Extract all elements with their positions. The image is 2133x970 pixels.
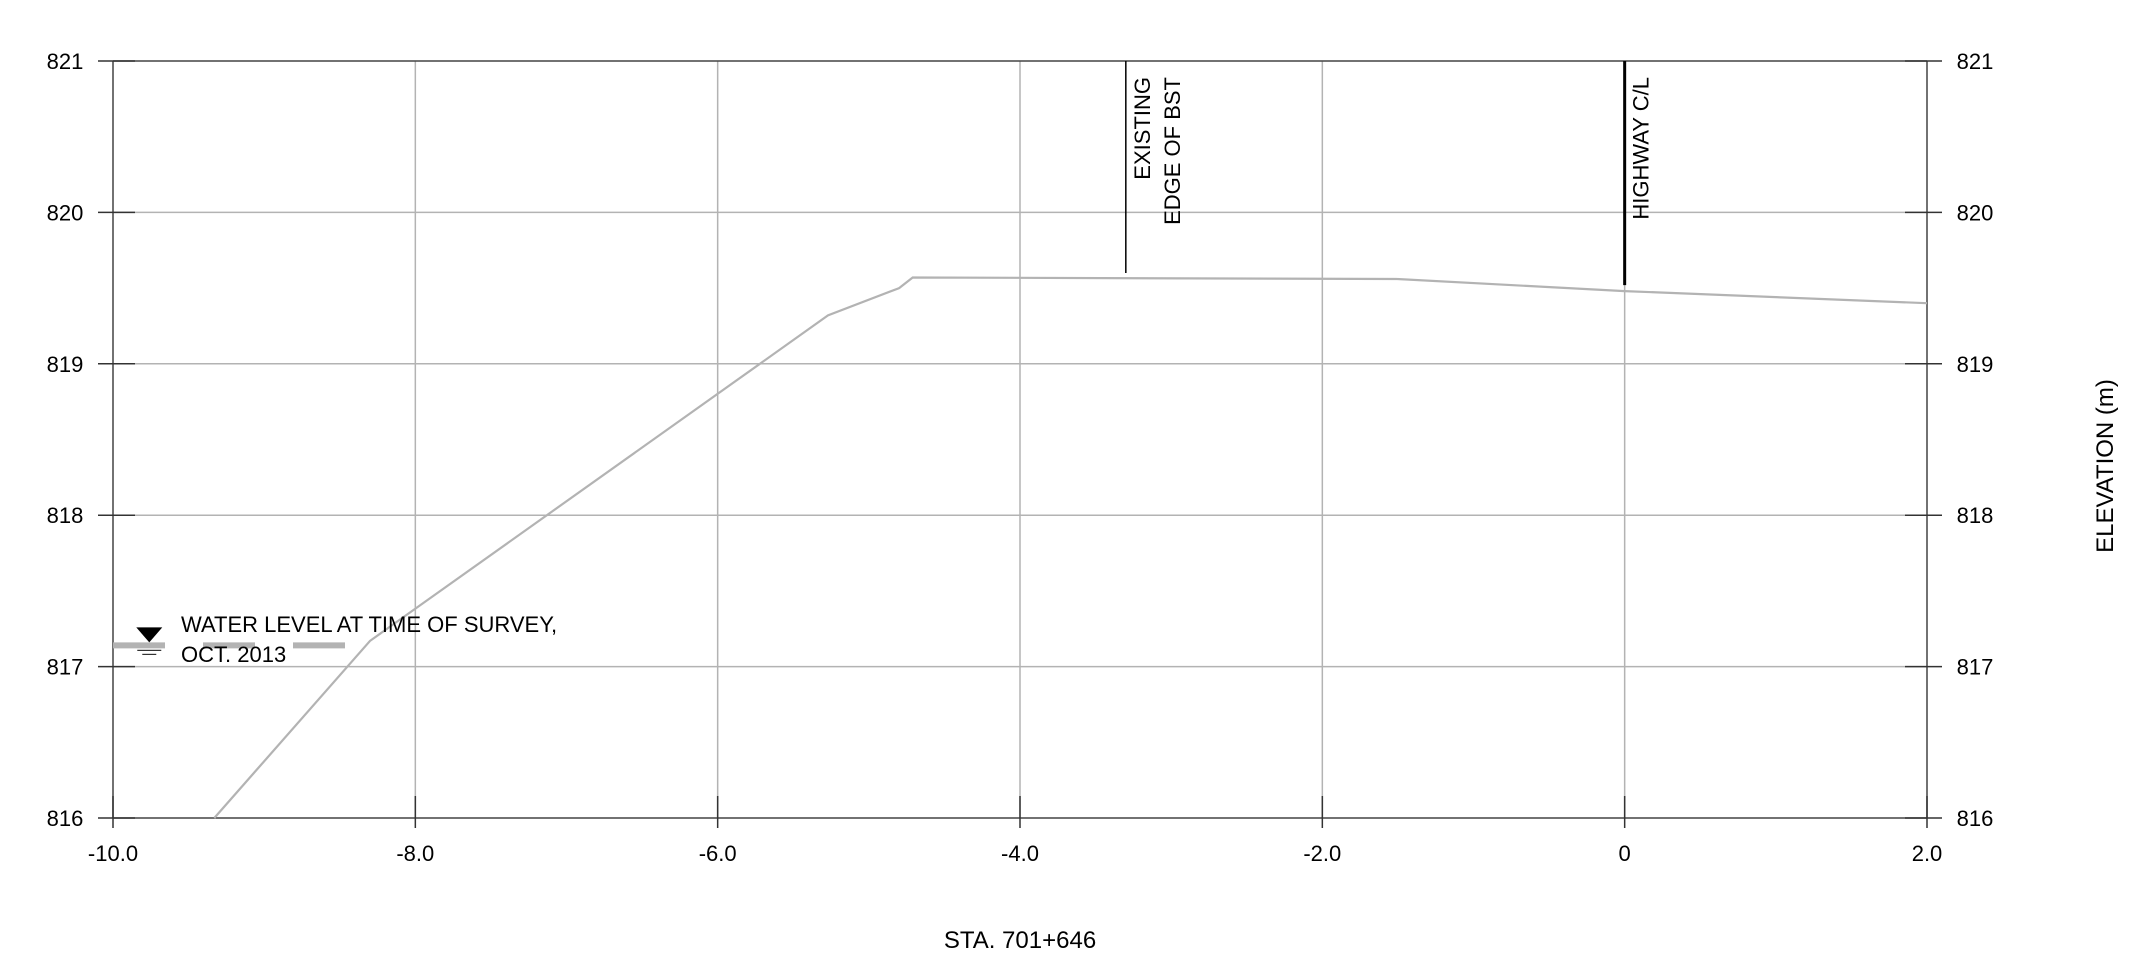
grid-lines bbox=[113, 61, 1927, 818]
y-tick-label-right: 816 bbox=[1957, 806, 1994, 831]
x-tick-label: -4.0 bbox=[1001, 841, 1039, 866]
annotations: WATER LEVEL AT TIME OF SURVEY, OCT. 2013 E… bbox=[181, 77, 1654, 667]
x-tick-label: -2.0 bbox=[1303, 841, 1341, 866]
y-tick-label-left: 818 bbox=[47, 503, 84, 528]
y-tick-label-left: 820 bbox=[47, 200, 84, 225]
x-axis-label: STA. 701+646 bbox=[944, 927, 1096, 954]
x-tick-label: 0 bbox=[1619, 841, 1631, 866]
y-tick-label-left: 819 bbox=[47, 352, 84, 377]
annotation-bst: EXISTING bbox=[1130, 77, 1155, 180]
series-line bbox=[213, 276, 1928, 819]
x-tick-label: -10.0 bbox=[88, 841, 138, 866]
water-level bbox=[113, 627, 370, 656]
y-tick-label-left: 821 bbox=[47, 49, 84, 74]
y-axis-label: ELEVATION (m) bbox=[2092, 379, 2119, 553]
y-tick-label-right: 821 bbox=[1957, 49, 1994, 74]
y-tick-label-right: 820 bbox=[1957, 200, 1994, 225]
tick-labels: 816 816 817 817 818 818 819 819 820 820 821 821 -10.… bbox=[47, 49, 1994, 866]
ground-profile bbox=[213, 276, 1928, 819]
annotation-bst: EDGE OF BST bbox=[1160, 77, 1185, 225]
station-markers bbox=[1125, 61, 1627, 286]
triangle-down-icon bbox=[136, 627, 163, 643]
y-tick-label-left: 816 bbox=[47, 806, 84, 831]
annotation-water-level: WATER LEVEL AT TIME OF SURVEY, bbox=[181, 612, 557, 637]
annotation-water-level: OCT. 2013 bbox=[181, 642, 286, 667]
axis-ticks bbox=[98, 60, 1942, 828]
x-tick-label: 2.0 bbox=[1912, 841, 1943, 866]
y-tick-label-left: 817 bbox=[47, 655, 84, 680]
y-tick-label-right: 817 bbox=[1957, 655, 1994, 680]
x-tick-label: -8.0 bbox=[396, 841, 434, 866]
y-tick-label-right: 819 bbox=[1957, 352, 1994, 377]
y-tick-label-right: 818 bbox=[1957, 503, 1994, 528]
x-tick-label: -6.0 bbox=[699, 841, 737, 866]
annotation-cl: HIGHWAY C/L bbox=[1629, 77, 1654, 220]
